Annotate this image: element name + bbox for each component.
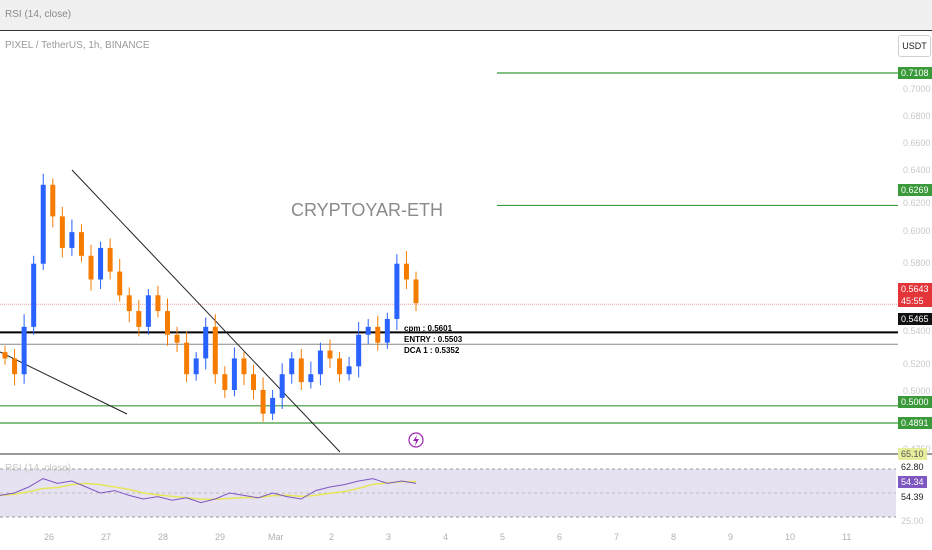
rsi-value-label: 54.34 <box>898 476 927 488</box>
rsi-title: RSI (14, close) <box>5 463 72 474</box>
pane-separator <box>0 30 932 31</box>
candle-body <box>117 271 123 296</box>
price-tick: 0.6400 <box>903 165 931 175</box>
candle-body <box>279 374 285 398</box>
rsi-upper: 62.80 <box>901 462 924 472</box>
x-tick: 2 <box>329 532 335 542</box>
candle-body <box>356 334 362 367</box>
rsi-lower: 54.39 <box>901 492 924 502</box>
watermark: CRYPTOYAR-ETH <box>291 200 444 220</box>
lower-trend-line <box>0 351 128 415</box>
candle-body <box>69 232 75 248</box>
candle-body <box>203 326 209 359</box>
currency-button[interactable]: USDT <box>898 35 931 57</box>
x-tick: 7 <box>614 532 620 542</box>
tp2-price-label: 0.7108 <box>898 67 932 79</box>
candle-body <box>317 350 323 375</box>
x-tick: 5 <box>500 532 506 542</box>
x-tick: Mar <box>268 532 284 542</box>
x-tick: 27 <box>101 532 112 542</box>
support2-label: 0.4891 <box>898 417 932 429</box>
x-tick: 9 <box>728 532 734 542</box>
candle-body <box>50 184 56 217</box>
price-tick: 0.5200 <box>903 359 931 369</box>
candle-body <box>193 358 199 375</box>
candle-body <box>174 334 180 343</box>
candle-body <box>222 374 228 391</box>
candle-body <box>308 374 314 383</box>
x-tick: 4 <box>443 532 449 542</box>
candle-body <box>212 326 218 375</box>
rsi-bottom-tick: 25.00 <box>901 516 924 526</box>
candle-body <box>346 366 352 375</box>
price-tick: 0.6600 <box>903 138 931 148</box>
support1-label: 0.5000 <box>898 396 932 408</box>
candle-body <box>40 184 46 264</box>
rsi-top-tick: 65.10 <box>898 448 927 460</box>
price-tick: 0.5800 <box>903 258 931 268</box>
price-tick: 0.6800 <box>903 111 931 121</box>
candle-body <box>78 232 84 256</box>
candle-body <box>107 247 113 272</box>
x-tick: 8 <box>671 532 677 542</box>
indicator-label: RSI (14, close) <box>5 9 72 20</box>
trade-notes: cpm : 0.5601 ENTRY : 0.5503 DCA 1 : 0.53… <box>404 323 462 356</box>
entry-line-label: 0.5465 <box>898 313 932 325</box>
candle-body <box>337 358 343 375</box>
x-tick: 10 <box>785 532 796 542</box>
candle-body <box>251 374 257 391</box>
candle-body <box>21 326 27 375</box>
current-price: 0.5643 <box>901 284 929 294</box>
rsi-ma-line <box>0 480 417 500</box>
candle-body <box>241 358 247 375</box>
symbol-title: PIXEL / TetherUS, 1h, BINANCE <box>5 40 150 51</box>
price-tick: 0.6200 <box>903 198 931 208</box>
current-price-label: 0.5643 45:55 <box>898 283 932 307</box>
tp1-price-label: 0.6269 <box>898 184 932 196</box>
candle-body <box>164 311 170 335</box>
candle-body <box>403 263 409 280</box>
candle-body <box>2 352 8 359</box>
candle-body <box>59 216 65 248</box>
price-tick: 0.5400 <box>903 326 931 336</box>
candle-body <box>289 358 295 375</box>
x-tick: 11 <box>842 532 852 542</box>
x-tick: 29 <box>215 532 226 542</box>
indicator-header: RSI (14, close) <box>0 0 932 30</box>
x-tick: 26 <box>44 532 55 542</box>
candle-body <box>155 295 161 312</box>
candle-body <box>31 263 37 327</box>
x-tick: 28 <box>158 532 169 542</box>
candle-body <box>327 350 333 359</box>
rsi-line <box>0 478 417 504</box>
candle-body <box>145 295 151 327</box>
candle-body <box>98 247 104 280</box>
candle-body <box>231 358 237 391</box>
candle-body <box>184 342 190 375</box>
candle-body <box>413 279 419 304</box>
note-entry: ENTRY : 0.5503 <box>404 335 463 344</box>
candle-body <box>136 311 142 327</box>
candle-body <box>126 295 132 312</box>
lightning-icon <box>413 435 419 446</box>
x-tick: 6 <box>557 532 563 542</box>
price-tick: 0.6000 <box>903 226 931 236</box>
candle-body <box>384 318 390 343</box>
candle-body <box>394 263 400 319</box>
candle-body <box>88 255 94 280</box>
candle-body <box>260 390 266 414</box>
bar-countdown: 45:55 <box>901 296 924 306</box>
candle-body <box>12 358 18 375</box>
candle-body <box>365 326 371 335</box>
price-tick: 0.7000 <box>903 84 931 94</box>
note-dca: DCA 1 : 0.5352 <box>404 346 460 355</box>
candle-body <box>298 358 304 383</box>
note-cpm: cpm : 0.5601 <box>404 324 453 333</box>
downtrend-line <box>71 169 341 453</box>
price-tick: 0.5000 <box>903 386 931 396</box>
candle-body <box>270 397 276 414</box>
candle-body <box>375 326 381 343</box>
x-tick: 3 <box>386 532 392 542</box>
